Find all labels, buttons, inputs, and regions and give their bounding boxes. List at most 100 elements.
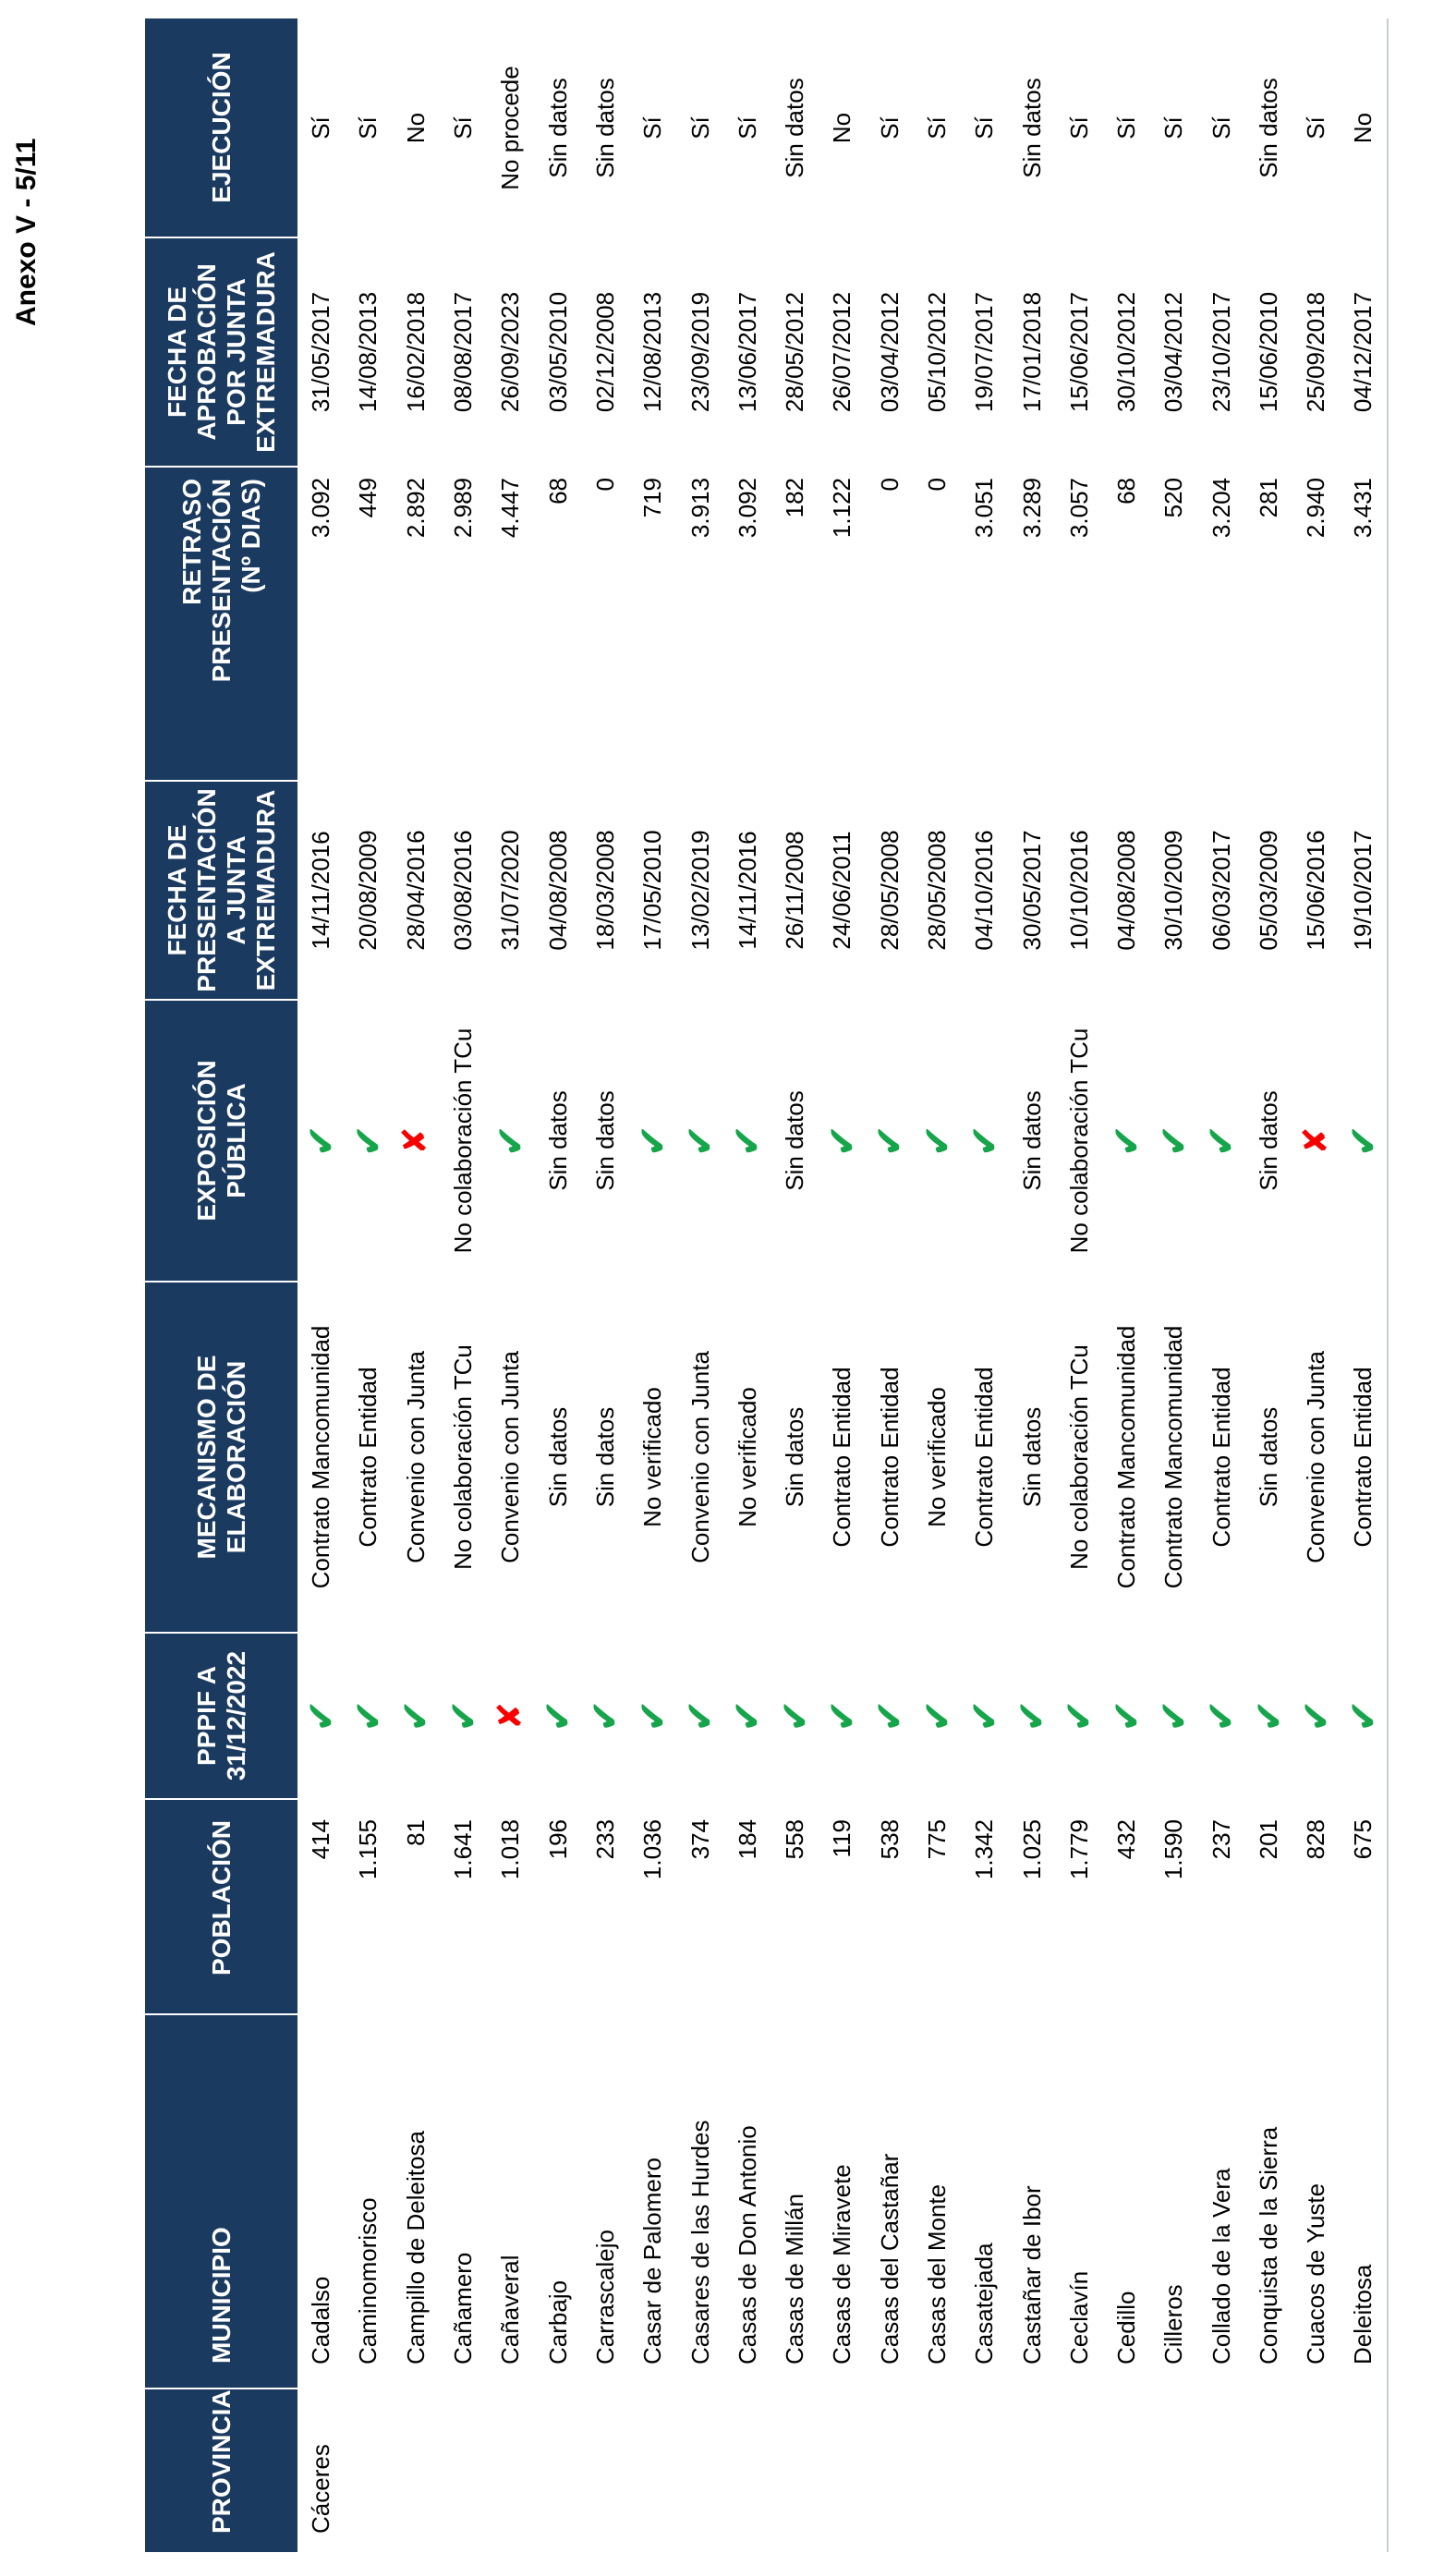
cell-provincia <box>867 2389 914 2552</box>
cell-poblacion: 1.342 <box>970 1819 999 1880</box>
cell-ejecucion: Sí <box>733 116 761 140</box>
cell-fpres: 04/08/2008 <box>1112 830 1141 951</box>
cell-mecanismo: Sin datos <box>781 1406 809 1508</box>
cell-faprob: 04/12/2017 <box>1349 291 1377 413</box>
cell-fpres: 30/10/2009 <box>1159 830 1188 951</box>
check-icon: ✔ <box>345 1124 391 1158</box>
cell-ejecucion: No procede <box>496 66 525 190</box>
cell-fpres: 05/03/2009 <box>1255 830 1283 951</box>
cell-pppif: ✔ <box>771 1633 819 1799</box>
check-icon: ✔ <box>961 1699 1007 1732</box>
cell-poblacion: 119 <box>828 1819 856 1858</box>
cell-ejecucion: No <box>828 112 856 144</box>
cell-fpres: 19/10/2017 <box>1349 830 1377 951</box>
table-row: Cilleros 1.590 ✔ Contrato Mancomunidad ✔ 30/1… <box>1150 18 1197 2552</box>
cell-retraso: 2.989 <box>449 478 478 539</box>
cell-provincia <box>1103 2389 1150 2552</box>
cell-pppif: ✔ <box>819 1633 866 1799</box>
cell-poblacion: 414 <box>307 1819 335 1860</box>
cell-provincia <box>1292 2389 1340 2552</box>
cell-poblacion: 1.155 <box>354 1819 382 1880</box>
cell-municipio: Casares de las Hurdes <box>686 2120 714 2364</box>
cell-faprob: 23/09/2019 <box>686 291 714 413</box>
cell-exposicion: ✔ <box>345 1000 392 1282</box>
table-row: Cáceres Cadalso 414 ✔ Contrato Mancomunidad ✔… <box>297 18 345 2552</box>
cell-municipio: Ceclavín <box>1064 2270 1093 2364</box>
col-header-fecha-aprobacion: FECHA DE APROBACIÓN POR JUNTA EXTREMADUR… <box>145 237 297 467</box>
table-row: Cañaveral 1.018 ✘ Convenio con Junta ✔ 31/07/… <box>487 18 534 2552</box>
cell-poblacion: 233 <box>590 1819 619 1860</box>
cell-poblacion: 775 <box>923 1819 951 1860</box>
check-icon: ✔ <box>1056 1699 1102 1732</box>
cell-mecanismo: Convenio con Junta <box>401 1351 430 1563</box>
cell-retraso: 68 <box>1112 478 1141 504</box>
cell-provincia <box>819 2389 866 2552</box>
check-icon: ✔ <box>629 1124 675 1158</box>
cell-exposicion: No colaboración TCu <box>1064 1027 1093 1254</box>
cell-exposicion: ✔ <box>867 1000 914 1282</box>
cell-poblacion: 201 <box>1255 1819 1283 1860</box>
cell-exposicion: ✘ <box>393 1000 440 1282</box>
cell-mecanismo: Contrato Mancomunidad <box>1112 1325 1141 1589</box>
cell-ejecucion: Sí <box>354 116 382 140</box>
cell-retraso: 2.940 <box>1302 478 1330 539</box>
cell-ejecucion: Sí <box>1207 116 1235 140</box>
cell-retraso: 3.913 <box>686 478 714 539</box>
col-header-retraso: RETRASO PRESENTACIÓN (Nº DIAS) <box>145 467 297 781</box>
check-icon: ✔ <box>1009 1699 1055 1732</box>
cell-poblacion: 81 <box>401 1819 430 1846</box>
check-icon: ✔ <box>1245 1699 1292 1732</box>
check-icon: ✔ <box>1340 1699 1386 1732</box>
cell-pppif: ✔ <box>914 1633 961 1799</box>
table-row: Casas de Don Antonio 184 ✔ No verificado ✔ 14… <box>724 18 771 2552</box>
cell-fpres: 13/02/2019 <box>686 830 714 951</box>
cell-faprob: 13/06/2017 <box>733 291 761 413</box>
cell-provincia <box>440 2389 487 2552</box>
table-row: Cedillo 432 ✔ Contrato Mancomunidad ✔ 04/08/2… <box>1103 18 1150 2552</box>
check-icon: ✔ <box>1340 1124 1386 1158</box>
cell-retraso: 0 <box>590 478 619 492</box>
check-icon: ✔ <box>819 1124 865 1158</box>
cell-municipio: Deleitosa <box>1349 2264 1377 2364</box>
cell-pppif: ✔ <box>345 1633 392 1799</box>
cell-mecanismo: Contrato Entidad <box>875 1367 904 1548</box>
cell-mecanismo: Convenio con Junta <box>496 1351 525 1563</box>
cell-poblacion: 675 <box>1349 1819 1377 1860</box>
cell-retraso: 3.204 <box>1207 478 1235 539</box>
check-icon: ✔ <box>440 1699 486 1732</box>
col-header-ejecucion: EJECUCIÓN <box>145 18 297 237</box>
cell-provincia <box>724 2389 771 2552</box>
cell-ejecucion: Sí <box>449 116 478 140</box>
cell-retraso: 0 <box>923 478 951 492</box>
cell-fpres: 20/08/2009 <box>354 830 382 951</box>
cell-provincia <box>676 2389 723 2552</box>
check-icon: ✔ <box>724 1124 770 1158</box>
cell-ejecucion: Sí <box>970 116 999 140</box>
cell-exposicion: ✔ <box>487 1000 534 1282</box>
cell-poblacion: 196 <box>543 1819 572 1860</box>
col-header-exposicion: EXPOSICIÓN PÚBLICA <box>145 1000 297 1282</box>
cell-retraso: 0 <box>875 478 904 492</box>
check-icon: ✔ <box>724 1699 770 1732</box>
table-row: Cuacos de Yuste 828 ✔ Convenio con Junta ✘ 15… <box>1292 18 1340 2552</box>
check-icon: ✔ <box>487 1124 533 1158</box>
cell-faprob: 28/05/2012 <box>781 291 809 413</box>
cell-retraso: 719 <box>638 478 667 518</box>
cell-faprob: 25/09/2018 <box>1302 291 1330 413</box>
cell-provincia <box>1008 2389 1055 2552</box>
cell-ejecucion: Sí <box>875 116 904 140</box>
col-header-pppif: PPPIF A 31/12/2022 <box>145 1633 297 1799</box>
cell-ejecucion: Sin datos <box>543 78 572 178</box>
cell-municipio: Cedillo <box>1112 2291 1141 2365</box>
cross-icon: ✘ <box>491 1701 529 1731</box>
cell-exposicion: ✔ <box>914 1000 961 1282</box>
cell-municipio: Caminomorisco <box>354 2197 382 2364</box>
cell-mecanismo: Contrato Entidad <box>828 1367 856 1548</box>
cell-ejecucion: Sí <box>307 116 335 140</box>
cell-fpres: 24/06/2011 <box>828 831 856 950</box>
check-icon: ✔ <box>914 1124 960 1158</box>
table-row: Casas de Millán 558 ✔ Sin datos Sin datos 26/… <box>771 18 819 2552</box>
cell-poblacion: 1.036 <box>638 1819 667 1880</box>
cell-faprob: 26/07/2012 <box>828 291 856 413</box>
